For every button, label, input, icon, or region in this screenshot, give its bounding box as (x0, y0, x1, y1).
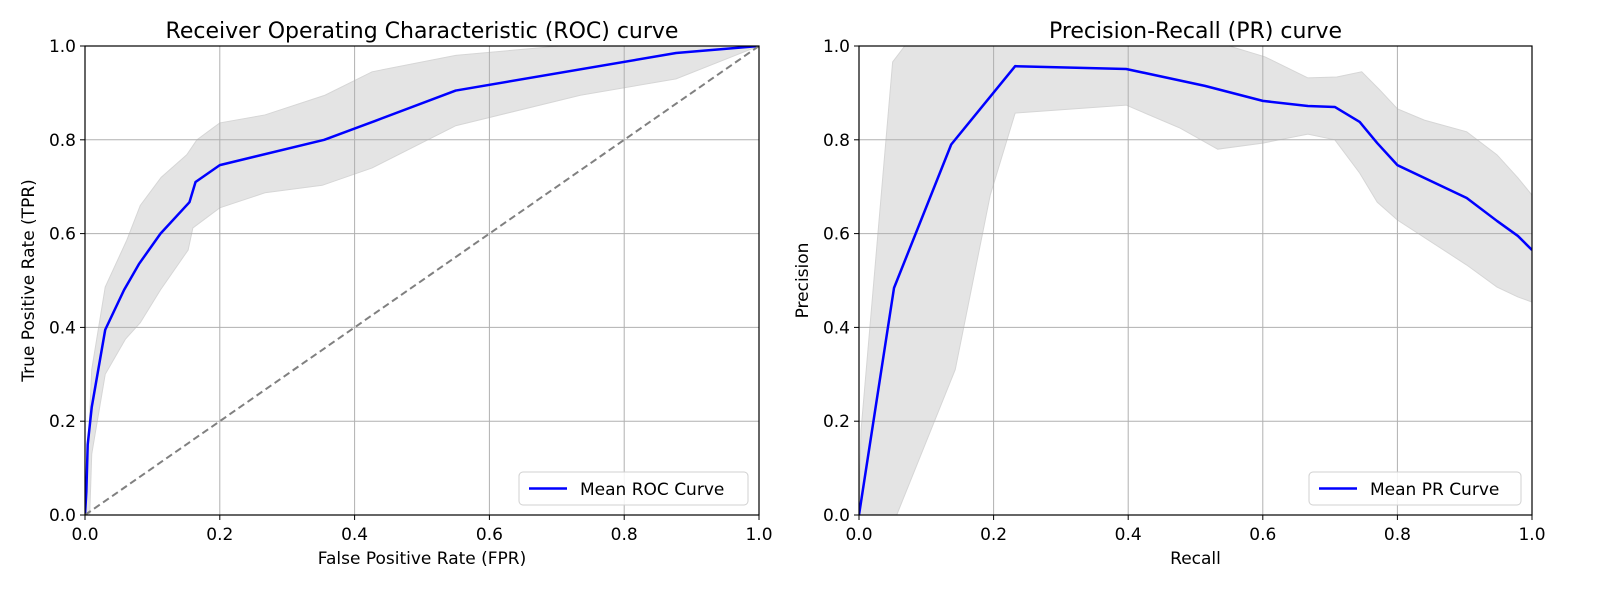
roc-std-band (85, 46, 759, 515)
plot-frame (84, 45, 760, 516)
x-tick-label: 0.0 (845, 525, 872, 545)
legend-box (518, 471, 749, 506)
y-axis-label: True Positive Rate (TPR) (19, 179, 39, 383)
legend-entry: Mean PR Curve (1370, 480, 1499, 500)
pr-std-band (859, 46, 1532, 515)
y-tick-label: 0.0 (823, 506, 850, 526)
roc-legend: Mean ROC Curve (518, 471, 749, 506)
x-tick-label: 0.0 (71, 525, 98, 545)
y-tick-label: 0.6 (823, 225, 850, 245)
roc-title: Receiver Operating Characteristic (ROC) … (166, 19, 679, 44)
roc-mean-curve (85, 46, 759, 515)
legend-entry: Mean ROC Curve (580, 480, 724, 500)
x-tick-label: 0.6 (476, 525, 503, 545)
y-tick-label: 0.0 (49, 506, 76, 526)
y-tick-label: 1.0 (823, 37, 850, 57)
pr-chart: 0.0 0.2 0.4 0.6 0.8 1.0 0.0 0.2 0.4 0.6 0.8 1.0 Prec… (793, 19, 1546, 569)
x-tick-label: 1.0 (1518, 525, 1545, 545)
y-tick-label: 0.2 (823, 412, 850, 432)
y-tick-label: 0.8 (49, 131, 76, 151)
roc-chart: 0.0 0.2 0.4 0.6 0.8 1.0 0.0 0.2 0.4 0.6 0.8 1.0 Rece… (19, 19, 773, 569)
x-tick-label: 0.4 (341, 525, 368, 545)
chance-diagonal-line (85, 46, 759, 515)
x-axis-label: False Positive Rate (FPR) (318, 549, 527, 569)
x-tick-label: 0.2 (980, 525, 1007, 545)
pr-mean-curve (859, 64, 1532, 515)
x-tick-label: 1.0 (745, 525, 772, 545)
plot-frame (858, 45, 1533, 516)
x-tick-label: 0.8 (611, 525, 638, 545)
y-tick-label: 0.8 (823, 131, 850, 151)
x-tick-label: 0.4 (1115, 525, 1142, 545)
legend-box (1308, 471, 1522, 506)
y-tick-label: 0.4 (823, 318, 850, 338)
x-tick-label: 0.8 (1384, 525, 1411, 545)
x-tick-label: 0.2 (206, 525, 233, 545)
y-axis-label: Precision (793, 243, 813, 319)
y-tick-label: 1.0 (49, 37, 76, 57)
y-tick-label: 0.6 (49, 225, 76, 245)
x-tick-label: 0.6 (1249, 525, 1276, 545)
y-tick-label: 0.2 (49, 412, 76, 432)
pr-title: Precision-Recall (PR) curve (1049, 19, 1342, 44)
y-tick-label: 0.4 (49, 318, 76, 338)
pr-legend: Mean PR Curve (1308, 471, 1522, 506)
x-axis-label: Recall (1170, 549, 1221, 569)
